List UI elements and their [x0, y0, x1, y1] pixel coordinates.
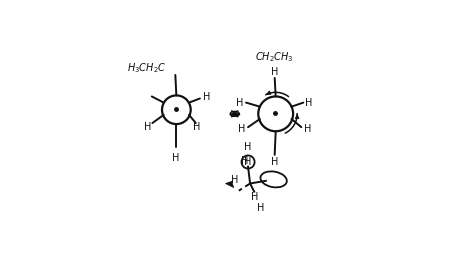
Text: H: H: [236, 98, 243, 107]
Text: H: H: [257, 203, 264, 213]
Text: H: H: [305, 98, 313, 107]
Text: H: H: [203, 93, 210, 102]
Text: $H_3CH_2C$: $H_3CH_2C$: [127, 61, 166, 75]
Text: H: H: [245, 142, 252, 152]
Text: H: H: [250, 192, 258, 202]
Text: H: H: [193, 122, 201, 132]
Polygon shape: [226, 181, 234, 188]
Text: H: H: [231, 175, 238, 185]
Text: H: H: [304, 124, 312, 134]
Text: H: H: [271, 157, 278, 167]
Text: H: H: [144, 122, 151, 132]
Text: H: H: [172, 153, 179, 163]
Text: $CH_2CH_3$: $CH_2CH_3$: [255, 51, 294, 64]
Text: H: H: [245, 157, 252, 167]
Text: H: H: [241, 156, 249, 166]
Text: H: H: [237, 124, 245, 134]
Text: H: H: [271, 67, 278, 77]
